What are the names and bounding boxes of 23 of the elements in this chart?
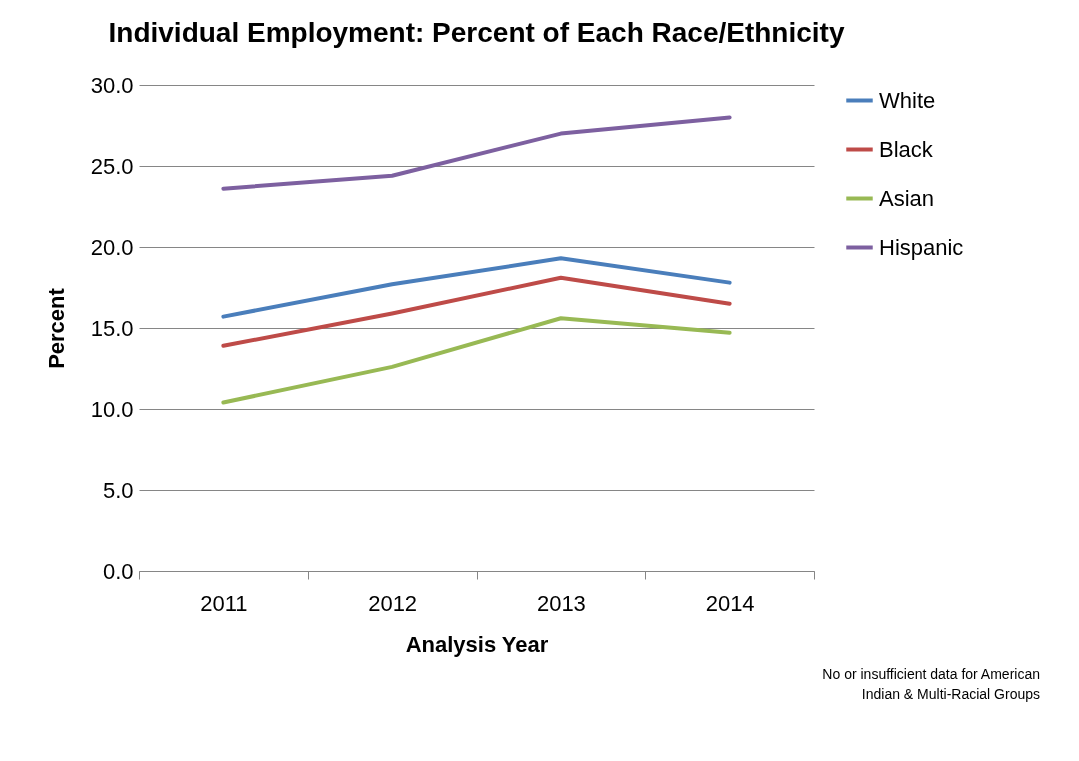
y-tick-label: 15.0	[90, 315, 134, 341]
legend-label: White	[879, 87, 936, 113]
x-tick-label: 2013	[536, 590, 586, 616]
y-tick-label: 25.0	[90, 153, 134, 179]
x-tick-label: 2012	[368, 590, 418, 616]
legend-label: Hispanic	[879, 234, 964, 260]
line-series	[221, 316, 732, 405]
x-tick-label: 2014	[705, 590, 755, 616]
line-series	[221, 275, 732, 348]
y-axis-title: Percent	[43, 287, 69, 369]
x-axis-title: Analysis Year	[405, 631, 549, 657]
y-tick-label: 20.0	[90, 234, 134, 260]
y-tick-label: 0.0	[102, 558, 134, 584]
legend-label: Asian	[879, 185, 935, 211]
legend-label: Black	[879, 136, 934, 162]
x-tick-label: 2011	[200, 590, 248, 616]
chart-title: Individual Employment: Percent of Each Race/Ethnicity	[108, 17, 845, 48]
text: No or insufficient data for American Indian & Multi-Racial Groups	[821, 665, 1040, 704]
y-tick-label: 10.0	[90, 396, 134, 422]
line-series	[221, 115, 732, 191]
y-tick-label: 5.0	[102, 477, 134, 503]
y-tick-label: 30.0	[90, 72, 134, 98]
line-series	[221, 256, 732, 319]
